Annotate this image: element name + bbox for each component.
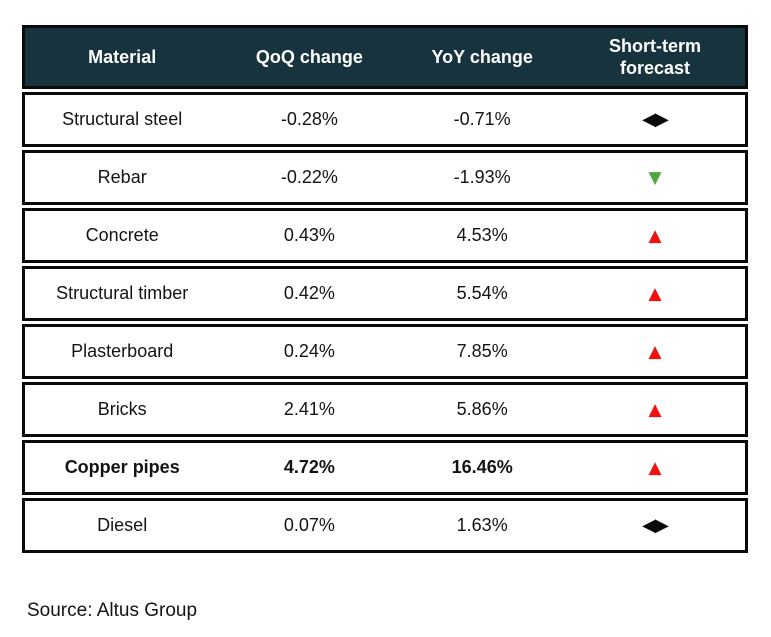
material-cell: Concrete <box>85 225 159 245</box>
table-row: Structural steel -0.28% -0.71% ◀▶ <box>22 92 748 147</box>
material-cell: Plasterboard <box>71 341 174 361</box>
qoq-change-cell: -0.22% <box>280 167 338 187</box>
price-table: Material QoQ change YoY change Short-ter… <box>22 25 748 553</box>
up-triangle-icon: ▲ <box>648 226 662 246</box>
yoy-change-cell: 4.53% <box>456 225 508 245</box>
forecast-cell: ◀▶ <box>642 109 669 130</box>
table-row: Structural timber 0.42% 5.54% ▲ <box>22 266 748 321</box>
header-cell-material: Material <box>88 46 157 67</box>
left-right-triangles-icon: ◀▶ <box>642 515 669 536</box>
forecast-cell: ◀▶ <box>642 515 669 536</box>
down-triangle-icon: ▼ <box>648 168 662 188</box>
forecast-cell: ▲ <box>648 399 661 420</box>
material-cell: Bricks <box>97 399 147 419</box>
table-row: Rebar -0.22% -1.93% ▼ <box>22 150 748 205</box>
yoy-change-cell: 7.85% <box>456 341 508 361</box>
header-cell-yoy-change: YoY change <box>431 46 533 67</box>
forecast-cell: ▼ <box>648 167 661 188</box>
up-triangle-icon: ▲ <box>648 284 662 304</box>
forecast-cell: ▲ <box>648 341 661 362</box>
material-cell: Structural steel <box>62 109 183 129</box>
material-cell: Copper pipes <box>64 457 180 477</box>
qoq-change-cell: 4.72% <box>283 457 335 477</box>
material-cell: Diesel <box>97 515 148 535</box>
table-row: Copper pipes 4.72% 16.46% ▲ <box>22 440 748 495</box>
header-cell-qoq-change: QoQ change <box>255 46 363 67</box>
qoq-change-cell: 2.41% <box>283 399 335 419</box>
yoy-change-cell: -1.93% <box>453 167 511 187</box>
material-cell: Rebar <box>97 167 147 187</box>
left-right-triangles-icon: ◀▶ <box>642 109 669 130</box>
table-row: Diesel 0.07% 1.63% ◀▶ <box>22 498 748 553</box>
up-triangle-icon: ▲ <box>648 400 662 420</box>
yoy-change-cell: 5.86% <box>456 399 508 419</box>
qoq-change-cell: 0.42% <box>283 283 335 303</box>
yoy-change-cell: 1.63% <box>456 515 508 535</box>
up-triangle-icon: ▲ <box>648 458 662 478</box>
forecast-cell: ▲ <box>648 283 661 304</box>
yoy-change-cell: -0.71% <box>453 109 511 129</box>
table-header: Material QoQ change YoY change Short-ter… <box>22 25 748 89</box>
source-caption: Source: Altus Group <box>27 600 198 621</box>
table-body: Structural steel -0.28% -0.71% ◀▶ Rebar … <box>22 92 748 553</box>
up-triangle-icon: ▲ <box>648 342 662 362</box>
table-row: Bricks 2.41% 5.86% ▲ <box>22 382 748 437</box>
yoy-change-cell: 5.54% <box>456 283 508 303</box>
qoq-change-cell: -0.28% <box>280 109 338 129</box>
qoq-change-cell: 0.07% <box>283 515 335 535</box>
material-cell: Structural timber <box>56 283 189 303</box>
table-row: Concrete 0.43% 4.53% ▲ <box>22 208 748 263</box>
forecast-cell: ▲ <box>648 457 661 478</box>
qoq-change-cell: 0.43% <box>283 225 335 245</box>
qoq-change-cell: 0.24% <box>283 341 335 361</box>
yoy-change-cell: 16.46% <box>451 457 513 477</box>
table-row: Plasterboard 0.24% 7.85% ▲ <box>22 324 748 379</box>
header-cell-short-term-forecast: Short-term forecast <box>608 35 701 79</box>
forecast-cell: ▲ <box>648 225 661 246</box>
